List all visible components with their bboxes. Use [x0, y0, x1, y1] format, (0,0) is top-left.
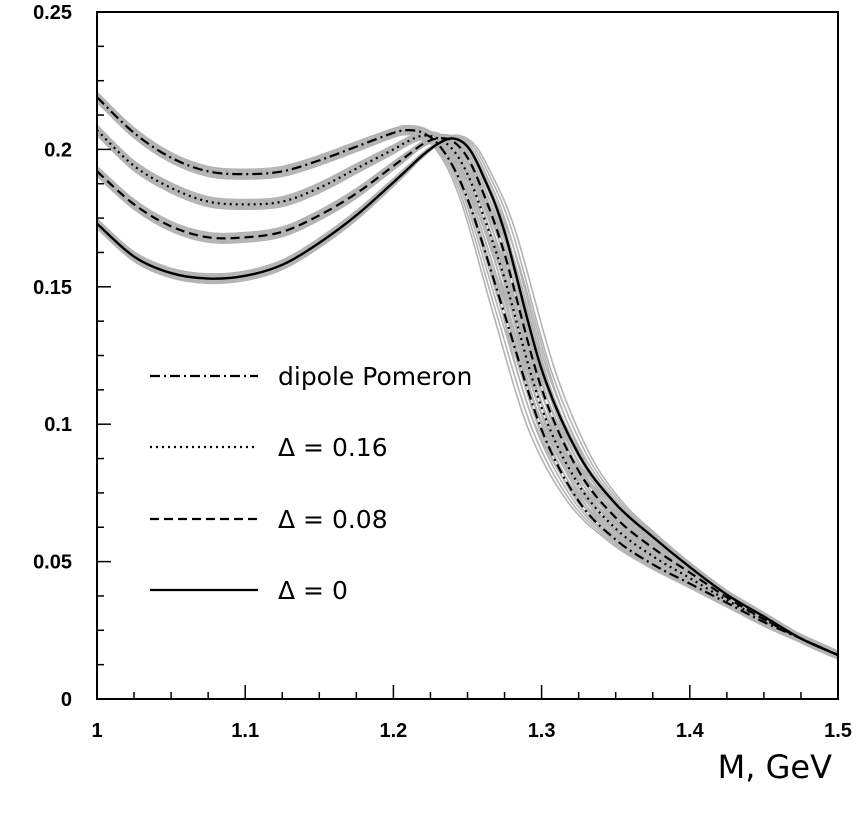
y-tick-label: 0.2 [44, 139, 72, 161]
band-curve [96, 140, 839, 660]
series-line [96, 96, 839, 657]
x-tick-label: 1.5 [824, 720, 852, 742]
legend: dipole Pomeron Δ = 0.16 Δ = 0.08 Δ = 0 [150, 362, 472, 605]
y-tick-label: 0.15 [33, 277, 72, 299]
axis-ticks [96, 11, 839, 700]
axis-tick-labels: 1 1.1 1.2 1.3 1.4 1.5 0 0.05 0.1 0.15 0.2 0.25 [33, 2, 852, 742]
band-curve [96, 130, 839, 657]
series-line [96, 137, 839, 657]
y-tick-label: 0.25 [33, 2, 72, 24]
x-axis-title: M, GeV [718, 748, 832, 786]
x-tick-label: 1.4 [676, 720, 705, 742]
legend-label: Δ = 0.16 [278, 433, 388, 462]
x-tick-label: 1.3 [528, 720, 556, 742]
band-curve [96, 139, 839, 659]
band-curve [96, 138, 839, 658]
x-tick-label: 1.2 [379, 720, 407, 742]
band-curve [96, 140, 839, 660]
series-lines [96, 96, 839, 657]
band-curve [96, 133, 839, 659]
band-curve [96, 98, 839, 658]
band-curve [96, 139, 839, 659]
band-curve [96, 136, 839, 655]
x-tick-label: 1 [91, 720, 102, 742]
y-tick-label: 0.1 [44, 414, 72, 436]
legend-label: Δ = 0.08 [278, 505, 388, 534]
legend-label: dipole Pomeron [278, 362, 472, 391]
band-curve [96, 138, 839, 658]
band-curve [96, 134, 839, 660]
series-line [96, 137, 839, 657]
x-tick-label: 1.1 [231, 720, 259, 742]
band-curve [96, 135, 839, 654]
y-tick-label: 0 [61, 689, 72, 711]
legend-label: Δ = 0 [278, 576, 348, 605]
band-curve [96, 101, 839, 660]
y-tick-label: 0.05 [33, 552, 72, 574]
band-curve [96, 100, 839, 659]
band-curve [96, 134, 839, 652]
band-curve [96, 131, 839, 658]
